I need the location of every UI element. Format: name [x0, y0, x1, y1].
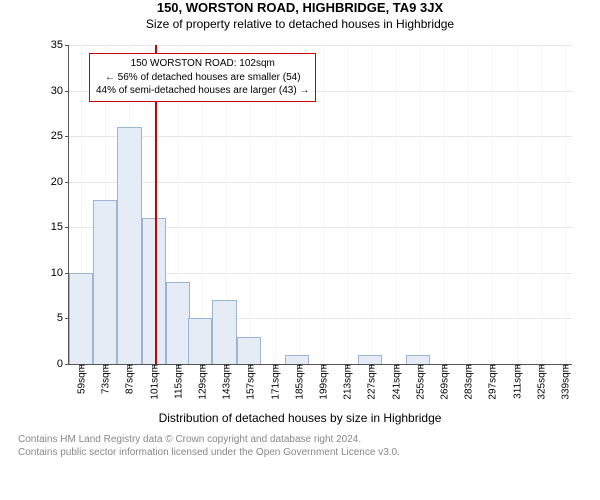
- y-tick-label: 20: [51, 176, 69, 188]
- x-tick-label: 115sqm: [171, 364, 184, 399]
- histogram-bar: [406, 355, 430, 364]
- x-tick-label: 129sqm: [196, 364, 209, 400]
- plot-area: 0510152025303559sqm73sqm87sqm101sqm115sq…: [68, 45, 572, 365]
- y-tick-label: 5: [57, 312, 69, 324]
- y-tick-label: 35: [51, 39, 69, 51]
- x-tick-label: 325sqm: [534, 364, 547, 400]
- footer-line-2: Contains public sector information licen…: [18, 446, 600, 459]
- x-tick-label: 59sqm: [75, 364, 88, 394]
- page-title: 150, WORSTON ROAD, HIGHBRIDGE, TA9 3JX: [0, 0, 600, 15]
- x-tick-label: 311sqm: [510, 364, 523, 399]
- grid-line-v: [444, 45, 445, 364]
- grid-line-v: [371, 45, 372, 364]
- grid-line-v: [541, 45, 542, 364]
- histogram-bar: [285, 355, 309, 364]
- x-tick-label: 255sqm: [413, 364, 426, 400]
- y-tick-label: 25: [51, 130, 69, 142]
- grid-line-h: [69, 182, 572, 183]
- chart-container: Number of detached properties 0510152025…: [20, 37, 580, 407]
- grid-line-v: [396, 45, 397, 364]
- x-tick-label: 241sqm: [389, 364, 402, 400]
- annotation-line: ← 56% of detached houses are smaller (54…: [96, 71, 309, 85]
- grid-line-v: [565, 45, 566, 364]
- footer-line-1: Contains HM Land Registry data © Crown c…: [18, 433, 600, 446]
- grid-line-v: [347, 45, 348, 364]
- histogram-bar: [69, 273, 93, 364]
- x-tick-label: 101sqm: [147, 364, 160, 400]
- histogram-bar: [188, 318, 212, 364]
- histogram-bar: [166, 282, 190, 364]
- histogram-bar: [142, 218, 166, 364]
- x-tick-label: 157sqm: [244, 364, 257, 400]
- grid-line-v: [420, 45, 421, 364]
- grid-line-h: [69, 45, 572, 46]
- annotation-box: 150 WORSTON ROAD: 102sqm← 56% of detache…: [89, 53, 316, 102]
- y-tick-label: 10: [51, 267, 69, 279]
- histogram-bar: [358, 355, 382, 364]
- x-tick-label: 171sqm: [268, 364, 281, 400]
- y-tick-label: 30: [51, 85, 69, 97]
- x-tick-label: 73sqm: [99, 364, 112, 394]
- grid-line-h: [69, 136, 572, 137]
- annotation-line: 44% of semi-detached houses are larger (…: [96, 84, 309, 98]
- x-tick-label: 213sqm: [341, 364, 354, 400]
- x-tick-label: 339sqm: [559, 364, 572, 400]
- x-tick-label: 185sqm: [292, 364, 305, 400]
- y-tick-label: 15: [51, 221, 69, 233]
- annotation-line: 150 WORSTON ROAD: 102sqm: [96, 57, 309, 71]
- grid-line-v: [492, 45, 493, 364]
- histogram-bar: [93, 200, 117, 364]
- x-axis-label: Distribution of detached houses by size …: [0, 411, 600, 425]
- y-tick-label: 0: [57, 358, 69, 370]
- histogram-bar: [237, 337, 261, 364]
- x-tick-label: 283sqm: [462, 364, 475, 400]
- x-tick-label: 143sqm: [220, 364, 233, 400]
- grid-line-v: [517, 45, 518, 364]
- x-tick-label: 227sqm: [365, 364, 378, 400]
- x-tick-label: 87sqm: [123, 364, 136, 394]
- histogram-bar: [117, 127, 141, 364]
- attribution-footer: Contains HM Land Registry data © Crown c…: [18, 433, 600, 459]
- grid-line-v: [468, 45, 469, 364]
- grid-line-v: [323, 45, 324, 364]
- chart-subtitle: Size of property relative to detached ho…: [0, 17, 600, 31]
- x-tick-label: 297sqm: [486, 364, 499, 400]
- x-tick-label: 269sqm: [438, 364, 451, 400]
- x-tick-label: 199sqm: [317, 364, 330, 400]
- histogram-bar: [212, 300, 236, 364]
